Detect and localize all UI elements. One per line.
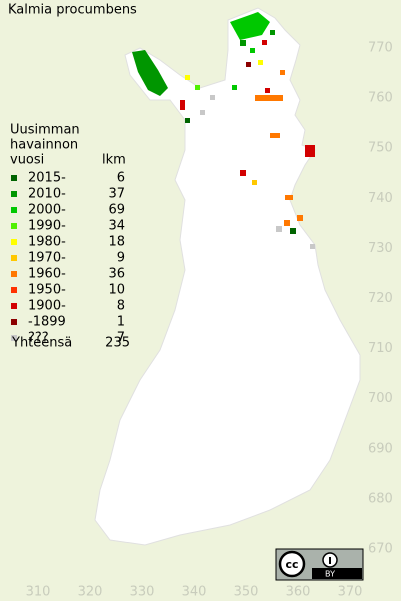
svg-text:cc: cc [285, 558, 298, 571]
legend-count: 69 [108, 203, 125, 218]
easting-label: 360 [286, 585, 311, 600]
legend-heading: havainnon [10, 138, 78, 153]
easting-label: 350 [234, 585, 259, 600]
legend-count: 36 [108, 267, 125, 282]
northing-label: 690 [368, 441, 393, 456]
legend-count: 18 [108, 235, 125, 250]
legend-count: 8 [117, 299, 125, 314]
legend-column-count: lkm [102, 153, 126, 168]
legend-swatch [11, 175, 17, 181]
easting-label: 330 [130, 585, 155, 600]
legend-swatch [11, 207, 17, 213]
legend-label: 1990- [28, 219, 66, 234]
northing-label: 750 [368, 141, 393, 156]
legend-label: ??? [28, 331, 49, 346]
legend-swatch [11, 303, 17, 309]
map-title: Kalmia procumbens [8, 3, 137, 18]
easting-label: 340 [182, 585, 207, 600]
legend-swatch [11, 271, 17, 277]
legend-count: 1 [117, 315, 125, 330]
legend-count: 9 [117, 251, 125, 266]
legend-label: 1950- [28, 283, 66, 298]
legend-label: -1899 [28, 315, 66, 330]
legend-label: 1980- [28, 235, 66, 250]
legend-count: 34 [108, 219, 125, 234]
total-label: Yhteensä [11, 336, 72, 351]
northing-label: 730 [368, 241, 393, 256]
legend-count: 6 [117, 171, 125, 186]
license-badge: cc BY [275, 548, 364, 581]
northing-label: 760 [368, 91, 393, 106]
legend-count: 7 [117, 331, 125, 346]
finland-outline [94, 7, 361, 546]
legend-label: 1970- [28, 251, 66, 266]
total-count: 235 [105, 336, 130, 351]
legend-count: 37 [108, 187, 125, 202]
northing-label: 720 [368, 291, 393, 306]
northing-label: 670 [368, 542, 393, 557]
observations [132, 12, 315, 249]
easting-label: 370 [338, 585, 363, 600]
legend-swatch [11, 287, 17, 293]
legend-swatch [11, 255, 17, 261]
legend-swatch [11, 335, 17, 341]
northing-label: 700 [368, 391, 393, 406]
legend-swatch [11, 239, 17, 245]
legend-swatch [11, 319, 17, 325]
northing-label: 680 [368, 491, 393, 506]
legend-label: 1960- [28, 267, 66, 282]
northing-label: 770 [368, 41, 393, 56]
easting-label: 320 [78, 585, 103, 600]
legend-label: 2015- [28, 171, 66, 186]
license-label: BY [325, 570, 335, 579]
legend-column-year: vuosi [10, 153, 44, 168]
legend-swatch [11, 223, 17, 229]
northing-label: 740 [368, 191, 393, 206]
legend-count: 10 [108, 283, 125, 298]
legend-heading: Uusimman [10, 123, 80, 138]
legend-label: 1900- [28, 299, 66, 314]
legend-label: 2000- [28, 203, 66, 218]
legend-label: 2010- [28, 187, 66, 202]
northing-label: 710 [368, 341, 393, 356]
easting-label: 310 [26, 585, 51, 600]
legend-swatch [11, 191, 17, 197]
